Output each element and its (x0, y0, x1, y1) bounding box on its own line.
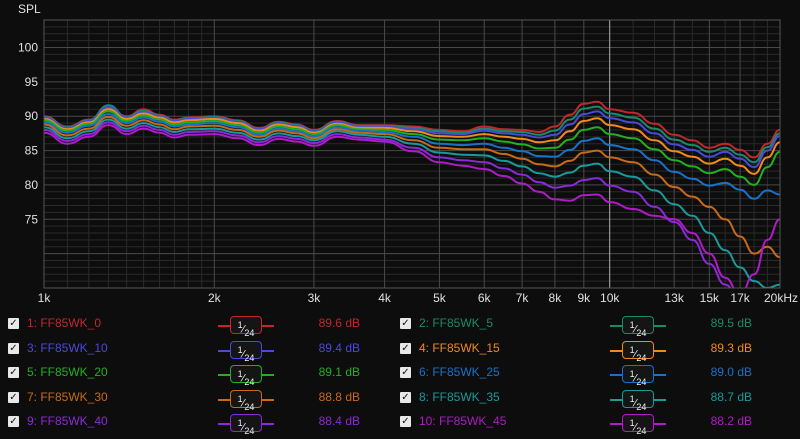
series-spl-value: 89.1 dB (318, 365, 360, 379)
series-name: 2: FF85WK_5 (419, 316, 494, 330)
series-name: 7: FF85WK_30 (27, 389, 108, 404)
plot-frame (43, 19, 781, 289)
series-spl-value: 89.5 dB (710, 316, 752, 330)
x-tick-label: 13k (664, 291, 684, 305)
smoothing-button[interactable]: 1⁄24 (622, 340, 654, 362)
x-tick-labels: 1k 2k 3k 4k 5k 6k 7k 8k 9k 10k 13k 15k 17k 20kHz (38, 291, 798, 305)
major-gridlines (43, 20, 781, 288)
x-tick-label: 4k (378, 291, 392, 305)
y-tick-labels: 75 80 85 90 95 100 (18, 40, 38, 226)
series-line-8 (44, 118, 780, 288)
smoothing-button[interactable]: 1⁄24 (622, 414, 654, 436)
series-lines (44, 100, 780, 288)
legend-entry: ✓ 9: FF85WK_40 1⁄24 88.4 dB (0, 411, 392, 436)
y-axis-label: SPL (18, 2, 41, 16)
smoothing-button[interactable]: 1⁄24 (622, 365, 654, 387)
smoothing-button[interactable]: 1⁄24 (230, 414, 262, 436)
legend-entry: ✓ 4: FF85WK_15 1⁄24 89.3 dB (392, 338, 784, 362)
series-line-5 (44, 110, 780, 186)
legend-entry: ✓ 7: FF85WK_30 1⁄24 88.8 dB (0, 387, 392, 411)
legend-entry: ✓ 8: FF85WK_35 1⁄24 88.7 dB (392, 387, 784, 411)
legend-entry: ✓ 3: FF85WK_10 1⁄24 89.4 dB (0, 338, 392, 362)
series-spl-value: 89.0 dB (710, 365, 752, 379)
x-tick-label: 10k (600, 291, 620, 305)
series-line-9 (44, 121, 732, 288)
series-spl-value: 88.8 dB (318, 389, 360, 404)
series-spl-value: 88.2 dB (710, 414, 752, 428)
series-line-6 (44, 113, 780, 200)
series-name: 1: FF85WK_0 (27, 316, 102, 330)
x-tick-label: 15k (700, 291, 720, 305)
x-tick-label: 8k (549, 291, 563, 305)
series-line-3 (44, 106, 780, 169)
x-tick-label: 9k (577, 291, 591, 305)
x-tick-label: 3k (308, 291, 322, 305)
legend-entry: ✓ 10: FF85WK_45 1⁄24 88.2 dB (392, 411, 784, 436)
legend-entry: ✓ 1: FF85WK_0 1⁄24 89.6 dB (0, 313, 392, 338)
smoothing-button[interactable]: 1⁄24 (230, 365, 262, 387)
smoothing-button[interactable]: 1⁄24 (622, 389, 654, 411)
y-tick-label: 75 (25, 212, 39, 226)
series-checkbox[interactable]: ✓ (8, 367, 19, 378)
y-tick-label: 90 (25, 109, 39, 123)
y-tick-label: 85 (25, 144, 39, 158)
smoothing-button[interactable]: 1⁄24 (230, 340, 262, 362)
smoothing-button[interactable]: 1⁄24 (230, 316, 262, 338)
series-name: 9: FF85WK_40 (27, 414, 108, 428)
series-checkbox[interactable]: ✓ (400, 318, 411, 329)
series-checkbox[interactable]: ✓ (400, 367, 411, 378)
series-line-7 (44, 115, 780, 259)
y-tick-label: 95 (25, 75, 39, 89)
x-tick-label: 1k (38, 291, 52, 305)
series-line-10 (44, 124, 780, 288)
series-name: 3: FF85WK_10 (27, 340, 108, 355)
legend-entry: ✓ 6: FF85WK_25 1⁄24 89.0 dB (392, 362, 784, 387)
series-name: 5: FF85WK_20 (27, 365, 108, 379)
series-spl-value: 88.4 dB (318, 414, 360, 428)
legend-entry: ✓ 2: FF85WK_5 1⁄24 89.5 dB (392, 313, 784, 338)
y-tick-label: 100 (18, 40, 38, 54)
x-tick-label: 2k (208, 291, 222, 305)
legend-entry: ✓ 5: FF85WK_20 1⁄24 89.1 dB (0, 362, 392, 387)
x-tick-label: 20kHz (764, 291, 798, 305)
series-checkbox[interactable]: ✓ (400, 342, 411, 354)
series-checkbox[interactable]: ✓ (8, 318, 19, 329)
series-checkbox[interactable]: ✓ (400, 416, 411, 427)
series-name: 10: FF85WK_45 (419, 414, 507, 428)
series-spl-value: 88.7 dB (710, 389, 752, 404)
series-checkbox[interactable]: ✓ (8, 342, 19, 354)
series-checkbox[interactable]: ✓ (400, 391, 411, 403)
x-tick-label: 6k (478, 291, 492, 305)
series-spl-value: 89.3 dB (710, 340, 752, 355)
series-name: 6: FF85WK_25 (419, 365, 500, 379)
series-name: 4: FF85WK_15 (419, 340, 500, 355)
x-tick-label: 7k (516, 291, 530, 305)
series-checkbox[interactable]: ✓ (8, 416, 19, 427)
series-spl-value: 89.4 dB (318, 340, 360, 355)
series-spl-value: 89.6 dB (318, 316, 360, 330)
legend: ✓ 1: FF85WK_0 1⁄24 89.6 dB ✓ 2: FF85WK_5 1⁄24 8… (0, 310, 800, 439)
y-tick-label: 80 (25, 178, 39, 192)
x-tick-label: 5k (433, 291, 447, 305)
series-line-4 (44, 108, 780, 175)
minor-gridlines (44, 19, 780, 288)
series-checkbox[interactable]: ✓ (8, 391, 19, 403)
smoothing-button[interactable]: 1⁄24 (230, 389, 262, 411)
smoothing-button[interactable]: 1⁄24 (622, 316, 654, 338)
x-tick-label: 17k (730, 291, 750, 305)
series-name: 8: FF85WK_35 (419, 389, 500, 404)
